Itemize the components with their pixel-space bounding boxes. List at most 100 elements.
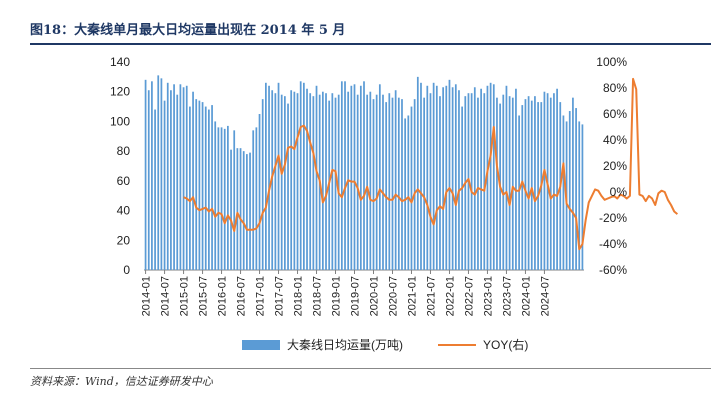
bar — [404, 118, 407, 271]
bar — [483, 93, 486, 270]
bar — [562, 115, 565, 271]
bar — [198, 100, 201, 270]
bar — [426, 85, 429, 271]
bar — [274, 93, 277, 270]
bar — [344, 81, 346, 270]
bar — [157, 75, 160, 271]
legend-line-label: YOY(右) — [483, 337, 528, 352]
bar — [204, 106, 207, 270]
bar — [353, 84, 356, 270]
bar — [340, 81, 343, 270]
left-axis-tick-label: 80 — [117, 144, 131, 158]
bar — [302, 82, 305, 270]
bar — [249, 152, 251, 270]
bar — [518, 115, 520, 271]
bar — [524, 99, 527, 270]
bar — [423, 97, 426, 270]
bar — [280, 94, 283, 270]
bar — [505, 85, 508, 271]
x-tick-label: 2020-07 — [387, 276, 399, 316]
bar — [553, 93, 555, 270]
bar — [407, 115, 410, 271]
legend: 大秦线日均运量(万吨) YOY(右) — [242, 337, 528, 352]
x-tick-label: 2015-01 — [179, 276, 191, 316]
bar — [502, 94, 505, 270]
left-axis-tick-label: 100 — [110, 114, 130, 128]
bar — [572, 97, 574, 270]
bar — [217, 127, 220, 271]
x-tick-label: 2022-01 — [444, 276, 456, 316]
bar — [366, 94, 369, 270]
left-axis-tick-label: 120 — [110, 85, 130, 99]
right-axis: -60% -40% -20% 0% 20% 40% 60% 80% 100% — [596, 55, 627, 277]
bar-series — [144, 75, 584, 271]
left-axis-tick-label: 140 — [110, 55, 130, 69]
bar — [473, 87, 476, 270]
source-note: 资料来源：Wind，信达证券研发中心 — [30, 375, 213, 388]
bar — [378, 84, 381, 270]
bar — [144, 79, 147, 270]
bar — [527, 96, 530, 270]
bar — [258, 114, 261, 270]
bar — [160, 78, 163, 270]
bar — [293, 91, 296, 271]
x-tick-label: 2018-01 — [293, 276, 305, 316]
bar — [429, 93, 432, 270]
bar — [549, 97, 552, 270]
source-rule — [30, 368, 711, 369]
bar — [575, 108, 577, 270]
right-axis-tick-label: -60% — [599, 263, 627, 277]
bar — [369, 91, 372, 271]
bar — [432, 82, 435, 270]
bar — [451, 87, 454, 270]
legend-bar-label: 大秦线日均运量(万吨) — [287, 338, 403, 352]
title-rule — [30, 43, 711, 45]
right-axis-tick-label: 0% — [610, 185, 628, 199]
bar — [401, 99, 403, 270]
bar — [309, 93, 312, 270]
bar — [154, 109, 156, 270]
x-tick-label: 2022-07 — [463, 276, 475, 316]
bar — [486, 85, 489, 271]
x-tick-label: 2021-01 — [406, 276, 418, 316]
x-tick-label: 2018-07 — [312, 276, 324, 316]
bar — [537, 102, 539, 270]
bar — [480, 88, 482, 271]
bar — [521, 105, 524, 270]
left-axis-tick-label: 40 — [117, 204, 131, 218]
bar — [255, 127, 258, 271]
bar — [413, 99, 416, 270]
bar — [530, 100, 533, 270]
right-axis-tick-label: 40% — [603, 133, 627, 147]
bar — [173, 84, 175, 270]
bar — [214, 121, 217, 271]
bar — [185, 85, 188, 271]
bar — [331, 93, 334, 270]
left-axis-tick-label: 60 — [117, 174, 131, 188]
bar — [176, 94, 179, 270]
bar — [416, 76, 419, 270]
bar — [179, 84, 182, 270]
right-axis-tick-label: 20% — [603, 159, 627, 173]
bar — [189, 106, 191, 270]
bar — [233, 130, 236, 270]
x-tick-label: 2014-01 — [141, 276, 153, 316]
x-tick-label: 2023-07 — [501, 276, 513, 316]
x-tick-label: 2024-07 — [539, 276, 551, 316]
bar — [170, 90, 172, 270]
right-axis-tick-label: -40% — [599, 237, 627, 251]
bar — [220, 127, 223, 271]
bar — [363, 81, 365, 270]
x-tick-label: 2016-01 — [217, 276, 229, 316]
bar — [581, 124, 584, 271]
bar — [277, 82, 280, 270]
bar — [508, 96, 511, 270]
bar — [315, 85, 318, 271]
x-tick-label: 2017-01 — [255, 276, 267, 316]
bar — [195, 99, 198, 270]
bar — [287, 103, 289, 270]
bar — [227, 125, 229, 270]
right-axis-tick-label: 60% — [603, 107, 627, 121]
bar — [337, 94, 340, 270]
plot-area — [144, 75, 679, 274]
